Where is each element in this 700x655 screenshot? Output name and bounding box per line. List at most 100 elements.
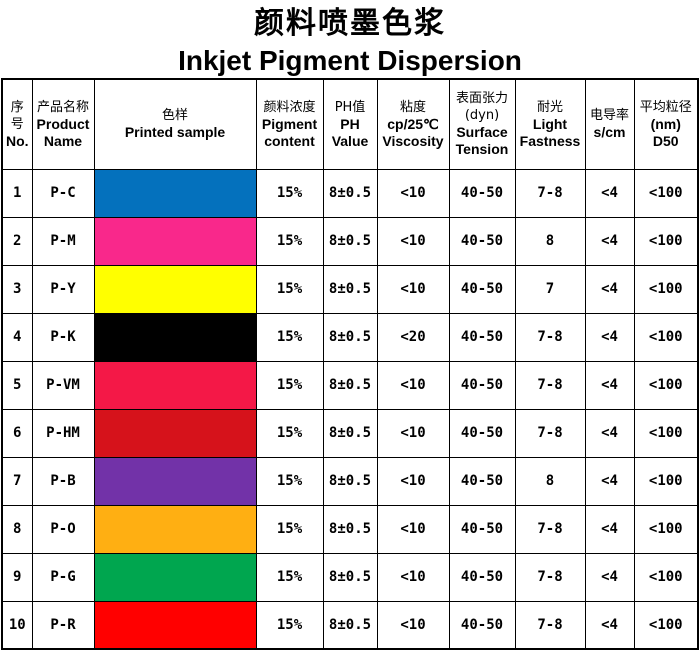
header-cell-light: 耐光 Light Fastness — [514, 78, 586, 170]
cell-conductivity: <4 — [584, 216, 635, 266]
cell-conductivity: <4 — [584, 360, 635, 410]
color-swatch — [93, 552, 257, 602]
header-line: Printed sample — [124, 124, 226, 141]
cell-conductivity: <4 — [584, 264, 635, 314]
cell-viscosity: <10 — [376, 216, 450, 266]
table-row: 2 P-M 15% 8±0.5 <10 40-50 8 <4 <100 — [1, 216, 699, 266]
header-line: Viscosity — [382, 132, 444, 149]
table-row: 4 P-K 15% 8±0.5 <20 40-50 7-8 <4 <100 — [1, 312, 699, 362]
cell-ph: 8±0.5 — [322, 600, 378, 650]
cell-conductivity: <4 — [584, 408, 635, 458]
header-line: 表面张力 — [455, 91, 508, 107]
cell-surface: 40-50 — [448, 456, 516, 506]
cell-surface: 40-50 — [448, 264, 516, 314]
header-cell-surface: 表面张力 (dyn) Surface Tension — [448, 78, 516, 170]
cell-viscosity: <10 — [376, 552, 450, 602]
cell-pigment: 15% — [255, 408, 324, 458]
cell-ph: 8±0.5 — [322, 216, 378, 266]
cell-pigment: 15% — [255, 360, 324, 410]
cell-name: P-K — [31, 312, 95, 362]
header-line: content — [264, 132, 315, 149]
header-cell-no: 序号 No. — [1, 78, 33, 170]
cell-name: P-R — [31, 600, 95, 650]
header-line: Name — [43, 132, 83, 149]
cell-no: 6 — [1, 408, 33, 458]
header-line: (nm) — [650, 115, 681, 132]
cell-pigment: 15% — [255, 600, 324, 650]
page-title-chinese: 颜料喷墨色浆 — [254, 6, 446, 41]
cell-no: 8 — [1, 504, 33, 554]
color-swatch — [93, 168, 257, 218]
cell-light: 7-8 — [514, 408, 586, 458]
header-line: Pigment — [261, 115, 318, 132]
cell-conductivity: <4 — [584, 552, 635, 602]
cell-light: 8 — [514, 216, 586, 266]
cell-no: 5 — [1, 360, 33, 410]
table-row: 1 P-C 15% 8±0.5 <10 40-50 7-8 <4 <100 — [1, 168, 699, 218]
cell-surface: 40-50 — [448, 552, 516, 602]
cell-d50: <100 — [633, 312, 699, 362]
cell-ph: 8±0.5 — [322, 504, 378, 554]
cell-pigment: 15% — [255, 216, 324, 266]
color-swatch — [93, 408, 257, 458]
header-line: s/cm — [593, 124, 626, 141]
color-swatch — [93, 600, 257, 650]
cell-viscosity: <10 — [376, 408, 450, 458]
color-swatch — [93, 264, 257, 314]
header-cell-conductivity: 电导率 s/cm — [584, 78, 635, 170]
cell-surface: 40-50 — [448, 168, 516, 218]
color-swatch — [93, 360, 257, 410]
cell-ph: 8±0.5 — [322, 312, 378, 362]
cell-d50: <100 — [633, 168, 699, 218]
cell-name: P-G — [31, 552, 95, 602]
cell-name: P-Y — [31, 264, 95, 314]
table-row: 8 P-O 15% 8±0.5 <10 40-50 7-8 <4 <100 — [1, 504, 699, 554]
color-swatch — [93, 456, 257, 506]
header-line: 号 — [10, 116, 24, 132]
cell-ph: 8±0.5 — [322, 360, 378, 410]
table-header: 序号 No. 产品名称 Product Name 色样 Printed sample 颜料浓度… — [1, 78, 699, 170]
cell-d50: <100 — [633, 552, 699, 602]
header-line: 颜料浓度 — [263, 99, 316, 115]
header-cell-d50: 平均粒径 (nm) D50 — [633, 78, 699, 170]
color-swatch — [93, 216, 257, 266]
cell-light: 7-8 — [514, 504, 586, 554]
cell-no: 3 — [1, 264, 33, 314]
cell-surface: 40-50 — [448, 360, 516, 410]
header-line: 色样 — [161, 108, 188, 124]
cell-pigment: 15% — [255, 504, 324, 554]
cell-pigment: 15% — [255, 264, 324, 314]
cell-viscosity: <10 — [376, 168, 450, 218]
header-line: 电导率 — [589, 108, 629, 124]
cell-no: 9 — [1, 552, 33, 602]
cell-ph: 8±0.5 — [322, 408, 378, 458]
cell-no: 10 — [1, 600, 33, 650]
header-line: Value — [331, 132, 369, 149]
cell-no: 1 — [1, 168, 33, 218]
header-cell-viscosity: 粘度 cp/25℃ Viscosity — [376, 78, 450, 170]
header-line: 耐光 — [536, 99, 563, 115]
cell-viscosity: <10 — [376, 360, 450, 410]
cell-d50: <100 — [633, 408, 699, 458]
cell-name: P-O — [31, 504, 95, 554]
header-line: PH值 — [334, 99, 366, 115]
cell-name: P-B — [31, 456, 95, 506]
pigment-dispersion-table: 序号 No. 产品名称 Product Name 色样 Printed sample 颜料浓度… — [1, 78, 699, 650]
cell-light: 7 — [514, 264, 586, 314]
cell-viscosity: <10 — [376, 264, 450, 314]
header-line: Product — [36, 115, 90, 132]
cell-conductivity: <4 — [584, 312, 635, 362]
cell-d50: <100 — [633, 264, 699, 314]
header-cell-ph: PH值 PH Value — [322, 78, 378, 170]
cell-light: 7-8 — [514, 552, 586, 602]
cell-conductivity: <4 — [584, 456, 635, 506]
cell-light: 7-8 — [514, 360, 586, 410]
cell-viscosity: <10 — [376, 504, 450, 554]
cell-pigment: 15% — [255, 552, 324, 602]
cell-ph: 8±0.5 — [322, 552, 378, 602]
table-row: 6 P-HM 15% 8±0.5 <10 40-50 7-8 <4 <100 — [1, 408, 699, 458]
cell-surface: 40-50 — [448, 600, 516, 650]
cell-viscosity: <10 — [376, 456, 450, 506]
header-line: Fastness — [519, 132, 581, 149]
header-cell-name: 产品名称 Product Name — [31, 78, 95, 170]
